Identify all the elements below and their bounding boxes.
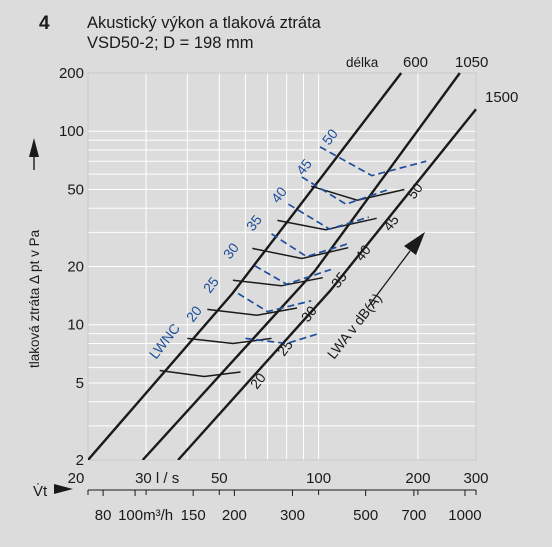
length-label-1500: 1500 bbox=[485, 89, 518, 106]
x-tick-label: 30 l / s bbox=[135, 470, 179, 487]
y-tick-label: 20 bbox=[67, 259, 84, 276]
x2-tick-label: 100m³/h bbox=[118, 507, 173, 524]
y-tick-label: 200 bbox=[59, 65, 84, 82]
lwa-line-30 bbox=[207, 307, 298, 316]
y-axis-title: tlaková ztráta Δ pt v Pa bbox=[27, 229, 42, 368]
lwa-line-45 bbox=[277, 217, 377, 231]
lwa-arrow-shaft bbox=[367, 250, 411, 308]
lwa-line-35 bbox=[232, 276, 323, 287]
plot-frame bbox=[87, 72, 477, 461]
length-line-1500 bbox=[177, 108, 477, 460]
length-caption: délka bbox=[346, 55, 379, 70]
y-tick-label: 5 bbox=[76, 375, 84, 392]
x-tick-label: 100 bbox=[306, 470, 331, 487]
x-axis-symbol: V̇t bbox=[33, 483, 48, 500]
y-tick-label: 100 bbox=[59, 123, 84, 140]
x2-tick-label: 80 bbox=[95, 507, 112, 524]
y-tick-label: 2 bbox=[76, 452, 84, 469]
x-tick-label: 300 bbox=[463, 470, 488, 487]
y-arrow-icon bbox=[29, 138, 39, 157]
x-axis-symbol-group: V̇t bbox=[33, 483, 73, 500]
chart-subtitle: VSD50-2; D = 198 mm bbox=[87, 34, 253, 52]
x-arrow-icon bbox=[54, 484, 73, 494]
x-tick-label: 50 bbox=[211, 470, 228, 487]
lwa-line-40 bbox=[252, 246, 349, 260]
grid bbox=[87, 72, 477, 461]
x2-tick-label: 150 bbox=[181, 507, 206, 524]
y-tick-label: 10 bbox=[67, 317, 84, 334]
length-label-600: 600 bbox=[403, 54, 428, 71]
lwnc-line-25 bbox=[237, 292, 312, 313]
x-tick-label: 20 bbox=[68, 470, 85, 487]
length-lines bbox=[88, 72, 477, 460]
lwnc-line-45 bbox=[301, 176, 389, 206]
lwnc-line-35 bbox=[271, 233, 351, 258]
lwa-arrow-icon bbox=[404, 232, 425, 255]
length-label-1050: 1050 bbox=[455, 54, 488, 71]
x2-tick-label: 200 bbox=[222, 507, 247, 524]
length-line-600 bbox=[88, 72, 403, 460]
x2-tick-label: 500 bbox=[353, 507, 378, 524]
lwa-line-20 bbox=[159, 369, 241, 378]
x2-tick-label: 300 bbox=[280, 507, 305, 524]
x2-tick-label: 1000 bbox=[448, 507, 481, 524]
lwnc-line-50 bbox=[319, 146, 427, 177]
lwnc-line-20 bbox=[245, 332, 319, 345]
figure-number: 4 bbox=[39, 13, 50, 34]
length-line-1050 bbox=[141, 72, 461, 460]
x2-tick-label: 700 bbox=[401, 507, 426, 524]
lwnc-line-40 bbox=[287, 203, 370, 231]
chart-title: Akustický výkon a tlaková ztráta bbox=[87, 14, 322, 32]
plot-lines bbox=[88, 72, 477, 460]
x-tick-label: 200 bbox=[405, 470, 430, 487]
y-tick-label: 50 bbox=[67, 181, 84, 198]
lwa-arrow-group bbox=[367, 232, 425, 308]
lwa-line-50 bbox=[310, 185, 405, 201]
y-axis-title-group: tlaková ztráta Δ pt v Pa bbox=[27, 138, 42, 368]
lwnc-line-30 bbox=[254, 264, 332, 286]
